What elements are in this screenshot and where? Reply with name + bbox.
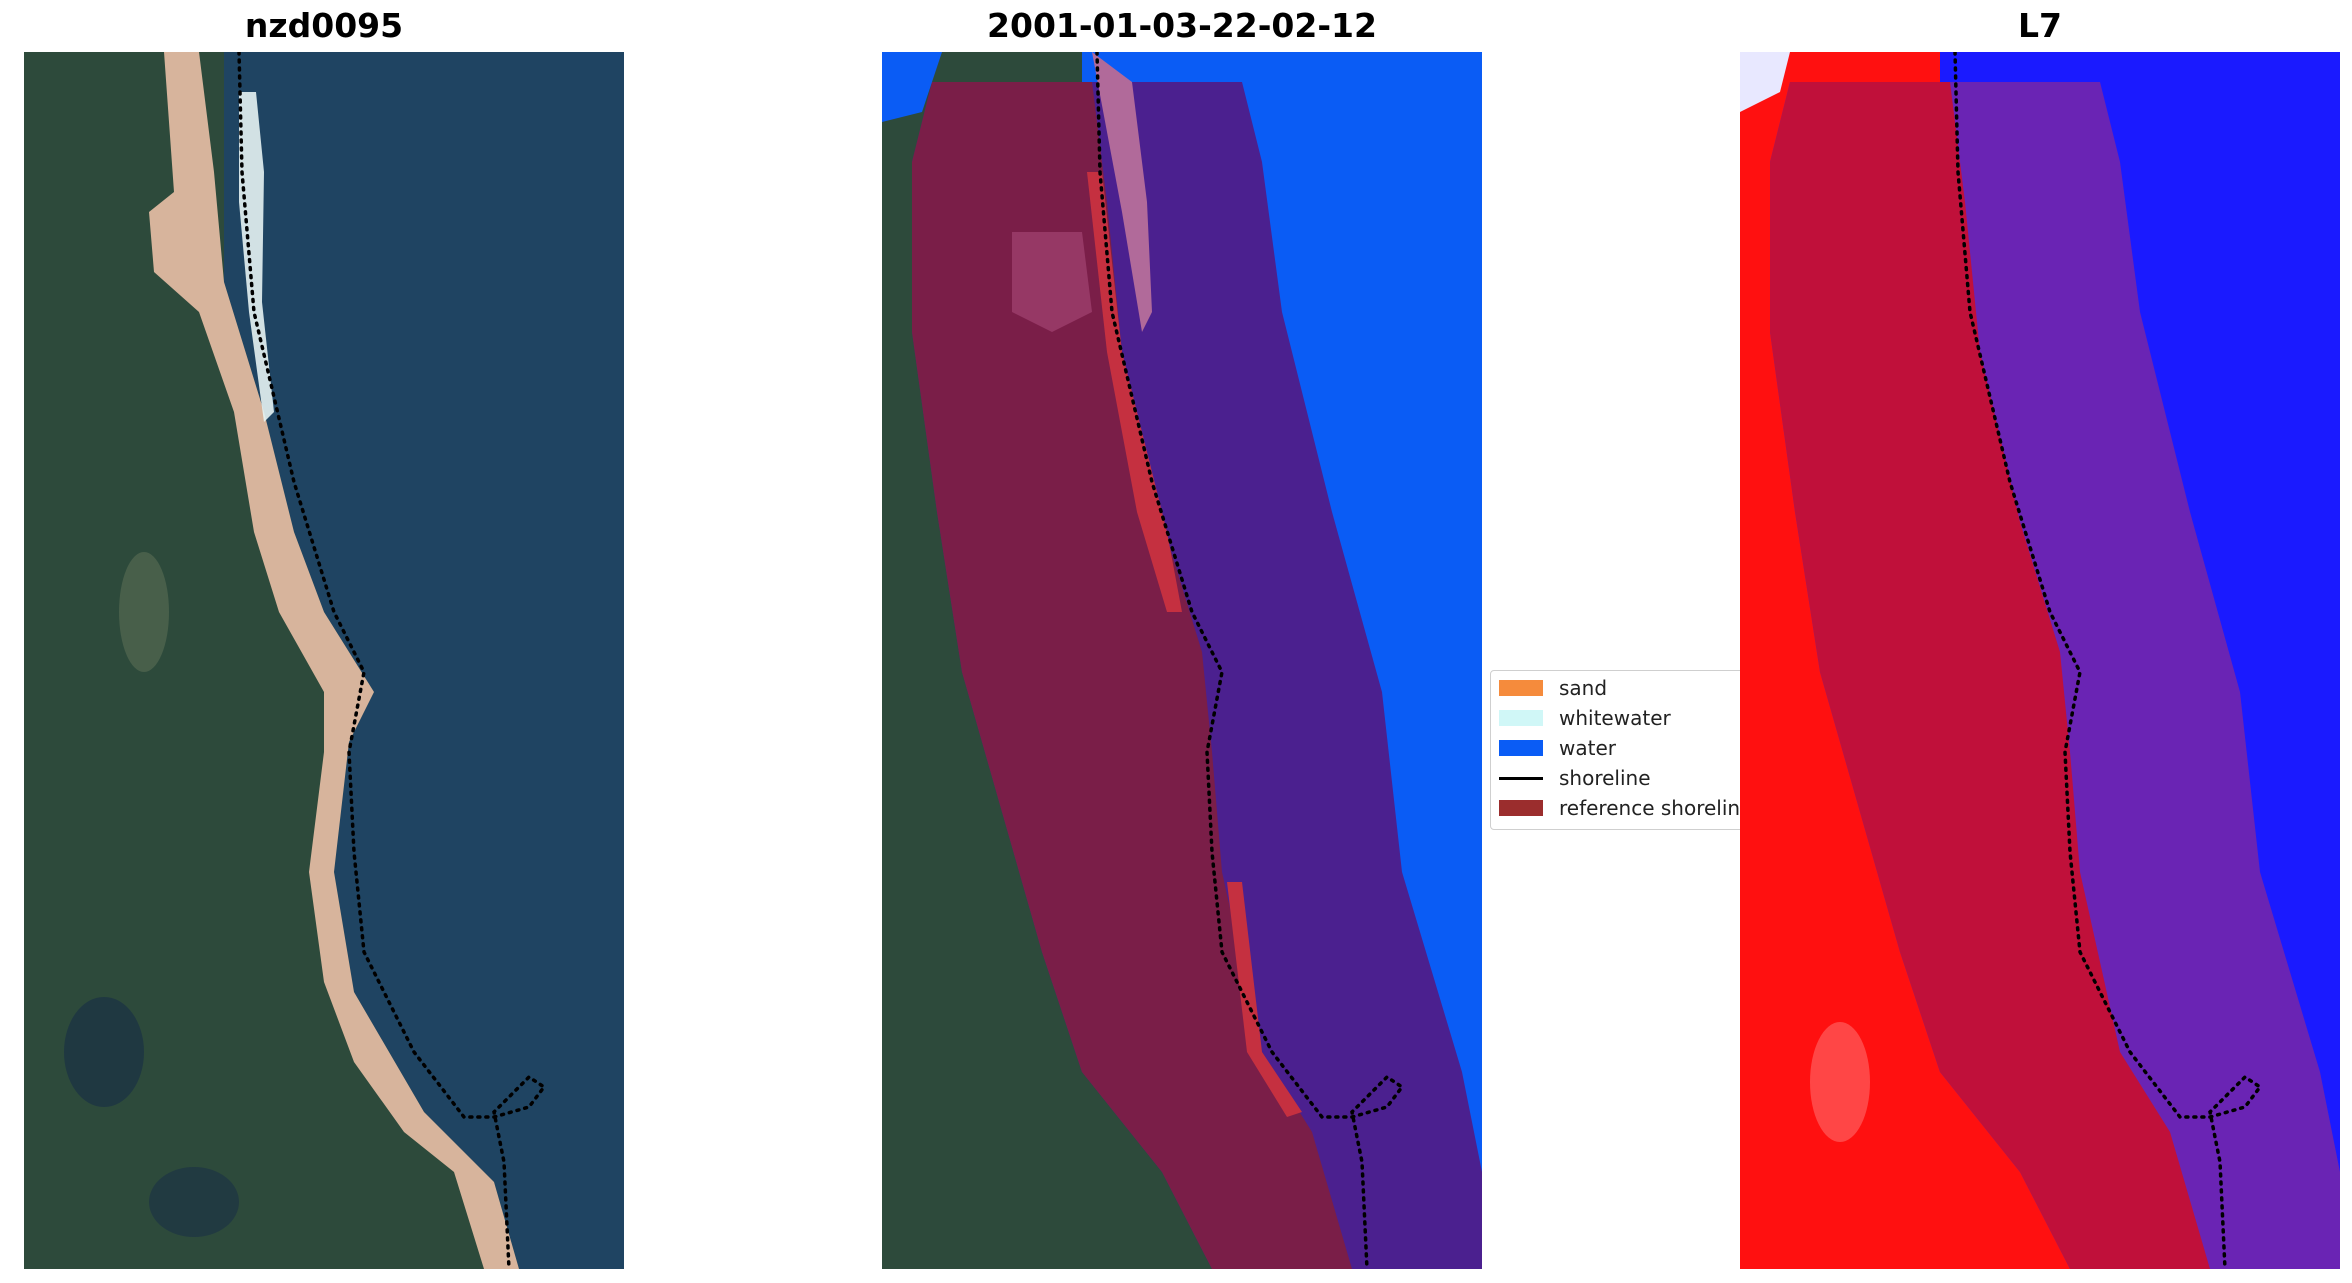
legend-item-shoreline: shoreline	[1499, 765, 1651, 791]
panel-title-classification: 2001-01-03-22-02-12	[987, 6, 1377, 45]
legend-swatch-water	[1499, 740, 1543, 756]
legend-item-reference-shoreline: reference shoreline	[1499, 795, 1750, 821]
legend-label-shoreline: shoreline	[1559, 766, 1651, 790]
rgb-image-panel	[24, 52, 624, 1269]
legend-swatch-shoreline	[1499, 776, 1543, 780]
legend-item-sand: sand	[1499, 675, 1607, 701]
legend-item-water: water	[1499, 735, 1616, 761]
legend-label-water: water	[1559, 736, 1616, 760]
legend-label-reference-shoreline: reference shoreline	[1559, 796, 1750, 820]
index-image	[1740, 52, 2340, 1269]
legend-swatch-sand	[1499, 680, 1543, 696]
classification-image	[882, 52, 1482, 1269]
rgb-image	[24, 52, 624, 1269]
index-panel	[1740, 52, 2340, 1269]
panel-title-index: L7	[2018, 6, 2062, 45]
legend-item-whitewater: whitewater	[1499, 705, 1671, 731]
legend: sand whitewater water shoreline referenc…	[1490, 670, 1750, 830]
classification-panel	[882, 52, 1482, 1269]
panel-title-rgb: nzd0095	[244, 6, 404, 45]
legend-swatch-whitewater	[1499, 710, 1543, 726]
legend-label-sand: sand	[1559, 676, 1608, 700]
legend-label-whitewater: whitewater	[1559, 706, 1671, 730]
legend-swatch-reference-shoreline	[1499, 800, 1543, 816]
